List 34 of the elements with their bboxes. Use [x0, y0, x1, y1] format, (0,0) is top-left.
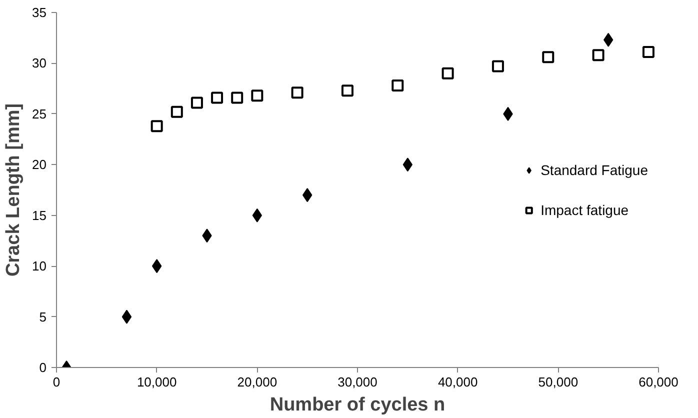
point	[542, 51, 554, 64]
y-axis-title: Crack Length [mm]	[3, 103, 24, 277]
point	[291, 86, 304, 99]
point	[211, 92, 224, 104]
y-tick-label: 5	[39, 309, 47, 324]
y-tick-label: 35	[32, 5, 47, 20]
x-tick-label: 30,000	[338, 374, 378, 390]
y-tick-label: 0	[39, 360, 47, 375]
point	[642, 46, 654, 58]
point	[492, 60, 504, 72]
x-tick-label: 10,000	[136, 374, 177, 390]
point	[251, 90, 264, 102]
point	[122, 310, 132, 324]
x-axis-title: Number of cycles n	[270, 394, 446, 416]
x-tick-label: 20,000	[237, 374, 278, 390]
point	[231, 92, 244, 104]
point	[442, 67, 454, 80]
y-tick-label: 20	[32, 157, 47, 172]
x-tick-label: 50,000	[538, 374, 578, 390]
point	[150, 120, 163, 132]
point	[170, 106, 183, 118]
y-tick-label: 30	[32, 56, 47, 71]
x-tick-label: 60,000	[638, 374, 678, 390]
point	[190, 96, 203, 109]
point	[341, 84, 354, 97]
point	[592, 49, 604, 62]
x-tick-label: 40,000	[438, 374, 478, 390]
y-tick-label: 25	[32, 106, 47, 122]
legend-label: Standard Fatigue	[540, 162, 648, 178]
legend-label: Impact fatigue	[540, 202, 629, 218]
x-tick-label: 0	[52, 374, 60, 390]
y-tick-label: 15	[32, 208, 47, 223]
y-tick-label: 10	[32, 258, 47, 274]
point	[392, 80, 404, 92]
